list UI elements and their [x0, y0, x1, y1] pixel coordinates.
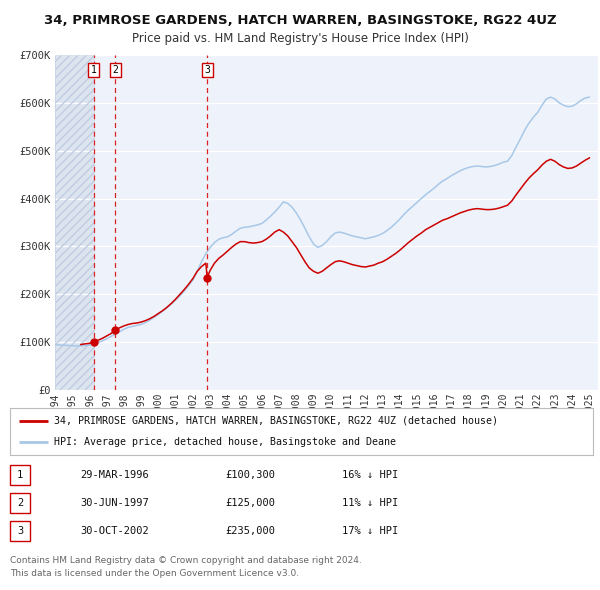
Text: 34, PRIMROSE GARDENS, HATCH WARREN, BASINGSTOKE, RG22 4UZ: 34, PRIMROSE GARDENS, HATCH WARREN, BASI…: [44, 14, 556, 27]
Text: 1: 1: [91, 65, 97, 75]
Text: 16% ↓ HPI: 16% ↓ HPI: [342, 470, 398, 480]
Text: 11% ↓ HPI: 11% ↓ HPI: [342, 498, 398, 508]
Bar: [55, 55, 94, 390]
Text: £125,000: £125,000: [225, 498, 275, 508]
Text: 3: 3: [17, 526, 23, 536]
Text: 17% ↓ HPI: 17% ↓ HPI: [342, 526, 398, 536]
Text: 30-JUN-1997: 30-JUN-1997: [80, 498, 149, 508]
Text: Price paid vs. HM Land Registry's House Price Index (HPI): Price paid vs. HM Land Registry's House …: [131, 32, 469, 45]
Bar: [55, 55, 94, 390]
Text: 1: 1: [17, 470, 23, 480]
Text: This data is licensed under the Open Government Licence v3.0.: This data is licensed under the Open Gov…: [10, 569, 299, 578]
Text: £100,300: £100,300: [225, 470, 275, 480]
Text: 2: 2: [17, 498, 23, 508]
Text: 29-MAR-1996: 29-MAR-1996: [80, 470, 149, 480]
Text: 2: 2: [112, 65, 118, 75]
Text: 3: 3: [204, 65, 210, 75]
Text: HPI: Average price, detached house, Basingstoke and Deane: HPI: Average price, detached house, Basi…: [54, 437, 396, 447]
Text: Contains HM Land Registry data © Crown copyright and database right 2024.: Contains HM Land Registry data © Crown c…: [10, 556, 362, 565]
Text: 34, PRIMROSE GARDENS, HATCH WARREN, BASINGSTOKE, RG22 4UZ (detached house): 34, PRIMROSE GARDENS, HATCH WARREN, BASI…: [54, 416, 498, 426]
Text: 30-OCT-2002: 30-OCT-2002: [80, 526, 149, 536]
Text: £235,000: £235,000: [225, 526, 275, 536]
